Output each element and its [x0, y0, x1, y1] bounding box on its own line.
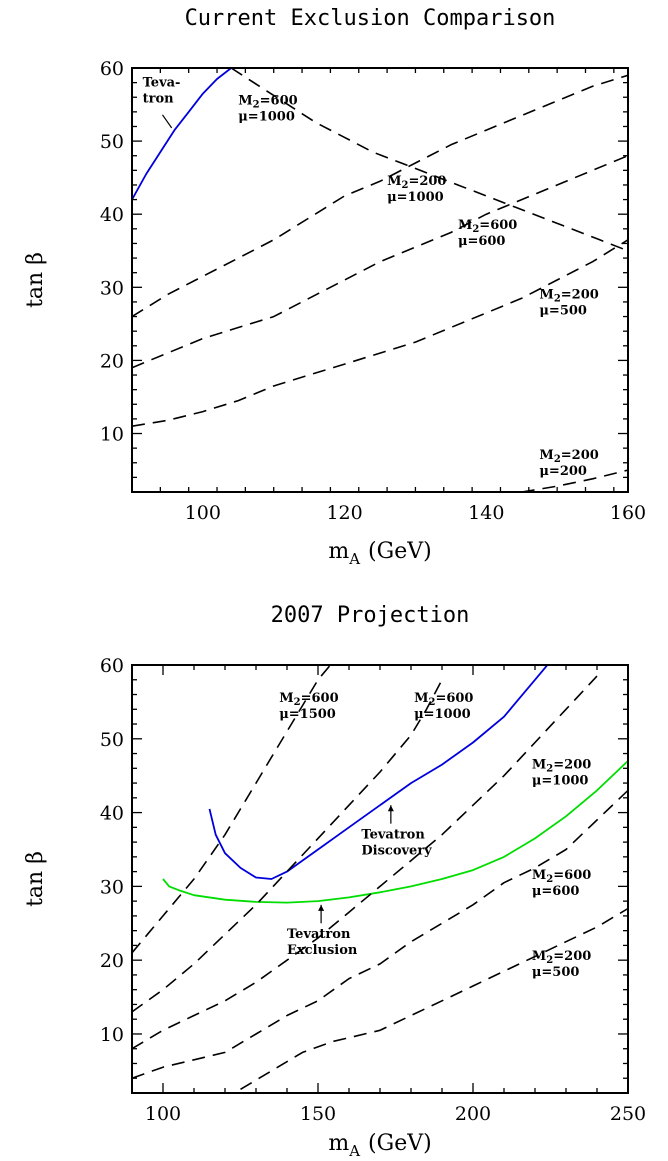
series-line-m2-200-mu-500 — [132, 239, 628, 427]
annotation-text: M2=600 — [238, 94, 297, 111]
x-tick-label: 200 — [455, 1103, 491, 1125]
y-tick-label: 30 — [100, 277, 124, 299]
annotation-text: M2=600 — [458, 218, 517, 235]
chart-panel-1: Current Exclusion Comparison 100 120 140 160… — [23, 6, 646, 568]
chart-title: Current Exclusion Comparison — [185, 6, 556, 31]
y-tick-label: 40 — [100, 204, 124, 226]
annotation-text: M2=200 — [539, 287, 598, 304]
annotation-text: μ=600 — [458, 234, 506, 249]
annotation-text: μ=1000 — [532, 773, 589, 788]
annotation-arrowhead — [318, 904, 325, 911]
x-tick-label: 160 — [610, 502, 646, 524]
annotation-text: μ=1000 — [414, 707, 471, 722]
y-tick-label: 20 — [100, 950, 124, 972]
annotation-text: Exclusion — [287, 943, 358, 958]
series-line-m2-200-mu-1000 — [132, 675, 598, 1050]
y-axis-label: tan β — [23, 851, 48, 907]
annotation-text: M2=200 — [539, 448, 598, 465]
series-group — [132, 665, 628, 1090]
y-axis-label: tan β — [23, 252, 48, 308]
annotation-text: M2=600 — [279, 691, 338, 708]
x-tick-label: 120 — [326, 502, 362, 524]
annotation-text: μ=500 — [539, 303, 587, 318]
series-line-m2-600-mu-1000 — [230, 68, 628, 252]
annotation-text: M2=600 — [532, 868, 591, 885]
annotation-text: μ=600 — [532, 884, 580, 899]
y-tick-label: 60 — [100, 655, 124, 677]
series-line-tevatron-exclusion — [162, 760, 628, 904]
annotation-text: tron — [143, 91, 175, 106]
annotation-text: μ=500 — [532, 965, 580, 980]
series-line-m2-200-mu-1000 — [132, 74, 628, 318]
series-line-m2-600-mu-600 — [132, 154, 628, 369]
chart-title: 2007 Projection — [271, 603, 470, 628]
y-tick-label: 50 — [100, 729, 124, 751]
x-axis-label: mA (GeV) — [328, 539, 431, 568]
x-tick-label: 100 — [185, 502, 221, 524]
annotation-text: M2=600 — [414, 691, 473, 708]
series-group — [132, 68, 628, 492]
annotation-text: Tevatron — [361, 827, 425, 842]
series-line-m2-200-mu-200 — [521, 469, 628, 492]
series-line-tevatron — [132, 68, 232, 201]
annotation-text: μ=1000 — [238, 110, 295, 125]
annotation-arrowhead — [387, 805, 394, 812]
y-tick-label: 60 — [100, 58, 124, 80]
x-tick-label: 250 — [610, 1103, 646, 1125]
y-tick-label: 30 — [100, 876, 124, 898]
y-tick-label: 20 — [100, 350, 124, 372]
annotation-text: Teva- — [143, 75, 181, 90]
x-tick-label: 140 — [468, 502, 504, 524]
y-tick-label: 40 — [100, 803, 124, 825]
plot-frame — [131, 67, 629, 493]
chart-panel-2: 2007 Projection 100 150 200 250 10 20 30 40 50 60 m… — [23, 603, 646, 1160]
annotation-teva-tron: Teva-tron — [143, 75, 181, 106]
annotation-text: Tevatron — [287, 927, 351, 942]
annotation-text: M2=200 — [532, 757, 591, 774]
y-tick-label: 50 — [100, 131, 124, 153]
series-line-m2-600-mu-1500 — [132, 665, 332, 954]
annotation-text: Discovery — [361, 843, 432, 858]
annotation-text: μ=200 — [539, 464, 587, 479]
annotation-text: μ=1500 — [279, 707, 336, 722]
series-line-m2-600-mu-1000 — [132, 679, 443, 1013]
annotation-text: μ=1000 — [387, 190, 444, 205]
x-tick-label: 100 — [145, 1103, 181, 1125]
series-line-m2-600-mu-600 — [132, 789, 628, 1079]
x-tick-label: 150 — [300, 1103, 336, 1125]
x-axis-label: mA (GeV) — [328, 1131, 431, 1160]
series-line-tevatron-discovery — [208, 665, 549, 880]
annotation-text: M2=200 — [532, 949, 591, 966]
tevatron-pointer — [161, 114, 173, 129]
y-tick-label: 10 — [100, 1024, 124, 1046]
annotation-text: M2=200 — [387, 174, 446, 191]
y-tick-label: 10 — [100, 424, 124, 446]
